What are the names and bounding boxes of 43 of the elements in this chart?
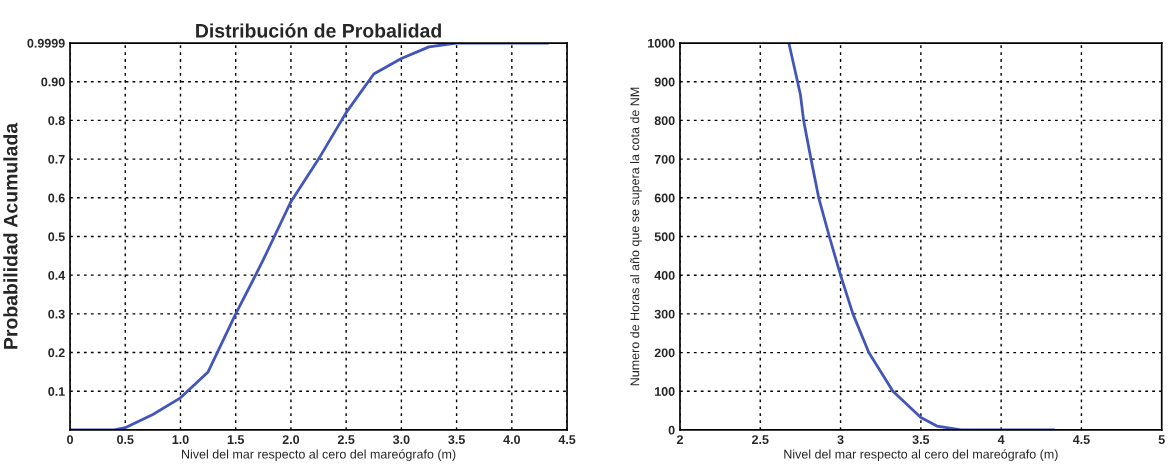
y-axis-title: Numero de Horas al año que se supera la cota de NM: [630, 87, 642, 386]
x-tick-label: 2.5: [337, 435, 355, 444]
x-axis-title: Nivel del mar respecto al cero del mareógrafo (m): [182, 449, 456, 462]
x-tick-label: 2: [676, 435, 683, 444]
y-tick-label: 800: [654, 116, 675, 126]
x-tick-label: 4: [997, 435, 1005, 444]
y-tick-label: 0.1: [48, 387, 65, 396]
x-tick-label: 3.5: [912, 435, 930, 445]
y-tick-label: 0.4: [48, 270, 66, 280]
y-tick-label: 0.8: [48, 116, 65, 126]
y-tick-label: 0.5: [48, 232, 65, 242]
x-axis-title: Nivel del mar respecto al cero del mareógrafo (m): [784, 449, 1058, 462]
y-tick-label: 0.2: [48, 348, 65, 358]
y-tick-label: 500: [654, 232, 675, 242]
y-tick-label: 0.7: [48, 154, 65, 164]
y-tick-label: 400: [654, 270, 675, 280]
x-tick-label: 0.5: [117, 435, 134, 444]
x-tick-label: 4.5: [558, 435, 576, 444]
y-tick-label: 0.6: [48, 193, 65, 203]
y-tick-label: 700: [654, 154, 675, 164]
x-tick-label: 4.0: [503, 435, 521, 444]
x-tick-label: 1.5: [227, 435, 245, 444]
x-tick-label: 3.5: [448, 435, 465, 445]
x-tick-label: 3.0: [392, 435, 410, 445]
x-tick-label: 1.0: [172, 435, 189, 444]
chart-title: Distribución de Probalidad: [196, 23, 441, 38]
x-tick-label: 5: [1158, 435, 1165, 444]
x-tick-label: 3: [837, 435, 844, 445]
x-tick-label: 2.5: [752, 435, 769, 444]
y-tick-label: 100: [655, 387, 675, 396]
x-tick-label: 4.5: [1072, 435, 1090, 444]
y-tick-label: 200: [654, 348, 675, 358]
y-tick-label: 0.90: [41, 77, 65, 87]
y-tick-label: 300: [654, 309, 675, 319]
y-tick-label: 0.3: [48, 309, 65, 319]
y-tick-label: 600: [654, 193, 675, 203]
y-tick-label: 900: [654, 77, 675, 87]
y-tick-label: 0: [668, 425, 675, 435]
y-axis-title: Probabilidad Acumulada: [3, 122, 18, 349]
x-tick-label: 0: [67, 435, 73, 444]
x-tick-label: 2.0: [282, 435, 300, 444]
y-tick-label: 1000: [648, 38, 675, 48]
y-tick-label: 0.9999: [27, 38, 65, 48]
